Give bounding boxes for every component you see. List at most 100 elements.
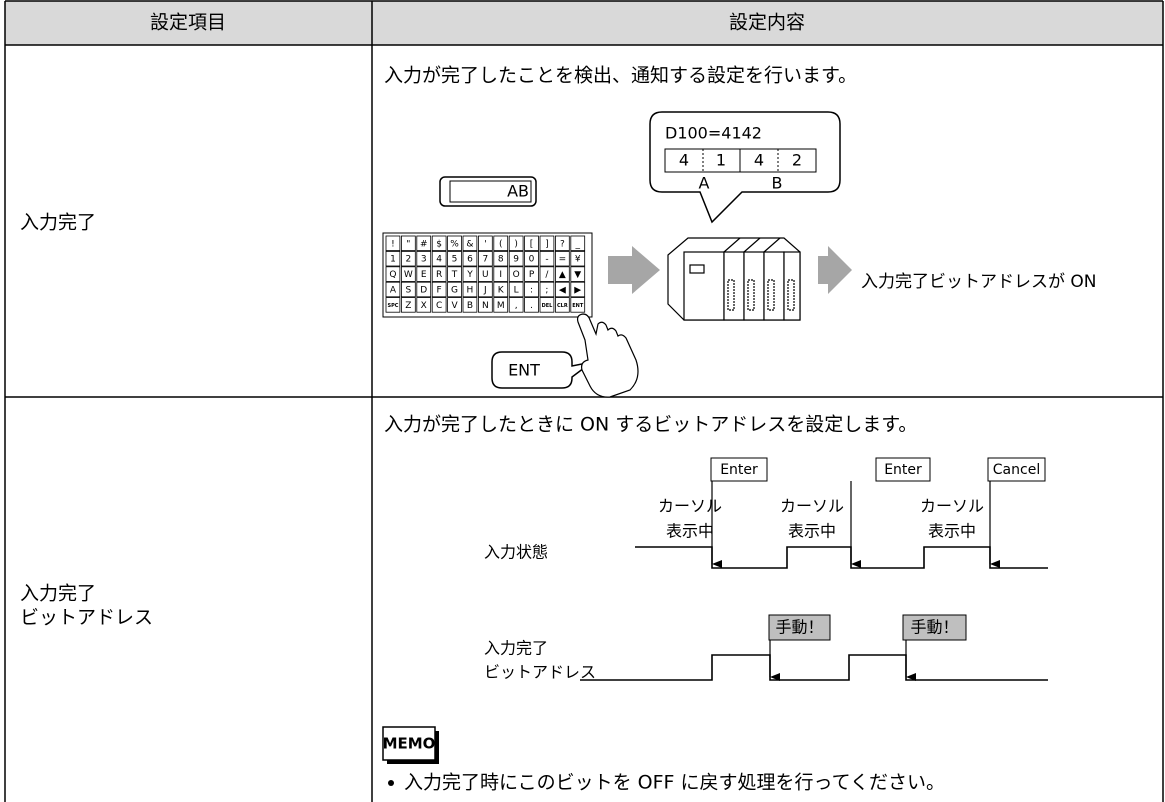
key (431, 235, 447, 252)
key-label: E (421, 270, 427, 280)
key-label: 4 (436, 255, 442, 265)
key (385, 297, 401, 313)
header-bg (5, 1, 1163, 45)
hand-icon (576, 313, 639, 398)
key-callout-text: ENT (508, 361, 540, 380)
key-label: [ (530, 239, 534, 249)
key-label: # (420, 239, 428, 249)
signal-label: 入力完了 (484, 639, 548, 658)
event-label: Cancel (993, 462, 1040, 478)
key (524, 266, 539, 282)
cursor-label: カーソル (658, 497, 722, 516)
key-label: 1 (390, 255, 396, 265)
key-label: V (451, 301, 458, 311)
key-label: 7 (482, 255, 488, 265)
key (400, 235, 416, 252)
manual-box (768, 614, 831, 641)
digit: 1 (716, 151, 726, 170)
digit: 4 (679, 151, 689, 170)
description: 入力が完了したときに ON するビットアドレスを設定します。 (384, 414, 917, 436)
manual-label: 手動！ (910, 618, 958, 637)
cursor-label: カーソル (920, 497, 984, 516)
key (493, 297, 509, 313)
key (555, 281, 570, 298)
key-label: S (405, 286, 411, 296)
key-label: P (529, 270, 535, 280)
key-label: $ (436, 239, 442, 249)
key-label: SPC (387, 303, 398, 309)
key (539, 281, 555, 298)
flow-arrow (818, 246, 852, 294)
key (539, 235, 555, 252)
key (493, 266, 509, 282)
key-label: DEL (542, 303, 554, 309)
key-label: D (420, 286, 427, 296)
key (570, 250, 586, 267)
key-label: 0 (529, 255, 535, 265)
key (477, 266, 493, 282)
key (539, 297, 555, 313)
key-label: 3 (421, 255, 427, 265)
key-label: ] (545, 239, 549, 249)
key-label: I (499, 270, 502, 280)
key-label: F (437, 286, 442, 296)
key-label: W (404, 270, 413, 280)
key (447, 297, 462, 313)
display-text: AB (507, 182, 529, 201)
key (570, 281, 586, 298)
key (447, 235, 462, 252)
key (431, 297, 447, 313)
key (539, 266, 555, 282)
key-label: H (467, 286, 474, 296)
key-label: ' (484, 239, 486, 249)
key-label: / (545, 270, 549, 280)
key (447, 266, 462, 282)
key-label: : (530, 286, 533, 296)
manual-label: 手動！ (775, 618, 823, 637)
key (477, 297, 493, 313)
signal-label: ビットアドレス (484, 663, 596, 682)
key-label: ! (391, 239, 395, 249)
flow-arrow (608, 246, 660, 294)
key-label: - (545, 255, 548, 265)
key-label: . (530, 301, 533, 311)
key-label: O (513, 270, 520, 280)
result-text: 入力完了ビットアドレスが ON (861, 272, 1097, 292)
key (477, 235, 493, 252)
key-label: ; (545, 286, 548, 296)
cursor-label: 表示中 (788, 522, 836, 541)
key-label: ▶ (574, 286, 581, 296)
key (400, 250, 416, 267)
key (462, 266, 478, 282)
key-label: , (515, 301, 518, 311)
key-label: ) (514, 239, 518, 249)
event-box (710, 457, 768, 482)
header-cell: 設定内容 (729, 12, 805, 34)
key (385, 266, 401, 282)
key (493, 235, 509, 252)
key (431, 266, 447, 282)
key (416, 281, 432, 298)
bullet (388, 780, 394, 786)
key-label: & (466, 239, 473, 249)
header-cell: 設定項目 (150, 12, 226, 34)
key (508, 250, 524, 267)
key (524, 281, 539, 298)
memo-text: 入力完了時にこのビットを OFF に戻す処理を行ってください。 (404, 772, 945, 794)
key (524, 250, 539, 267)
manual-box (902, 614, 967, 641)
key (416, 250, 432, 267)
cursor-label: カーソル (780, 497, 844, 516)
key-label: ¥ (575, 255, 581, 265)
key (416, 235, 432, 252)
key (524, 235, 539, 252)
key-label: 5 (452, 255, 458, 265)
key (570, 266, 586, 282)
key (555, 266, 570, 282)
key-label: " (406, 239, 410, 249)
key-label: _ (575, 239, 581, 249)
item-label: 入力完了 (20, 583, 96, 605)
key (555, 235, 570, 252)
group-label: B (772, 174, 783, 193)
